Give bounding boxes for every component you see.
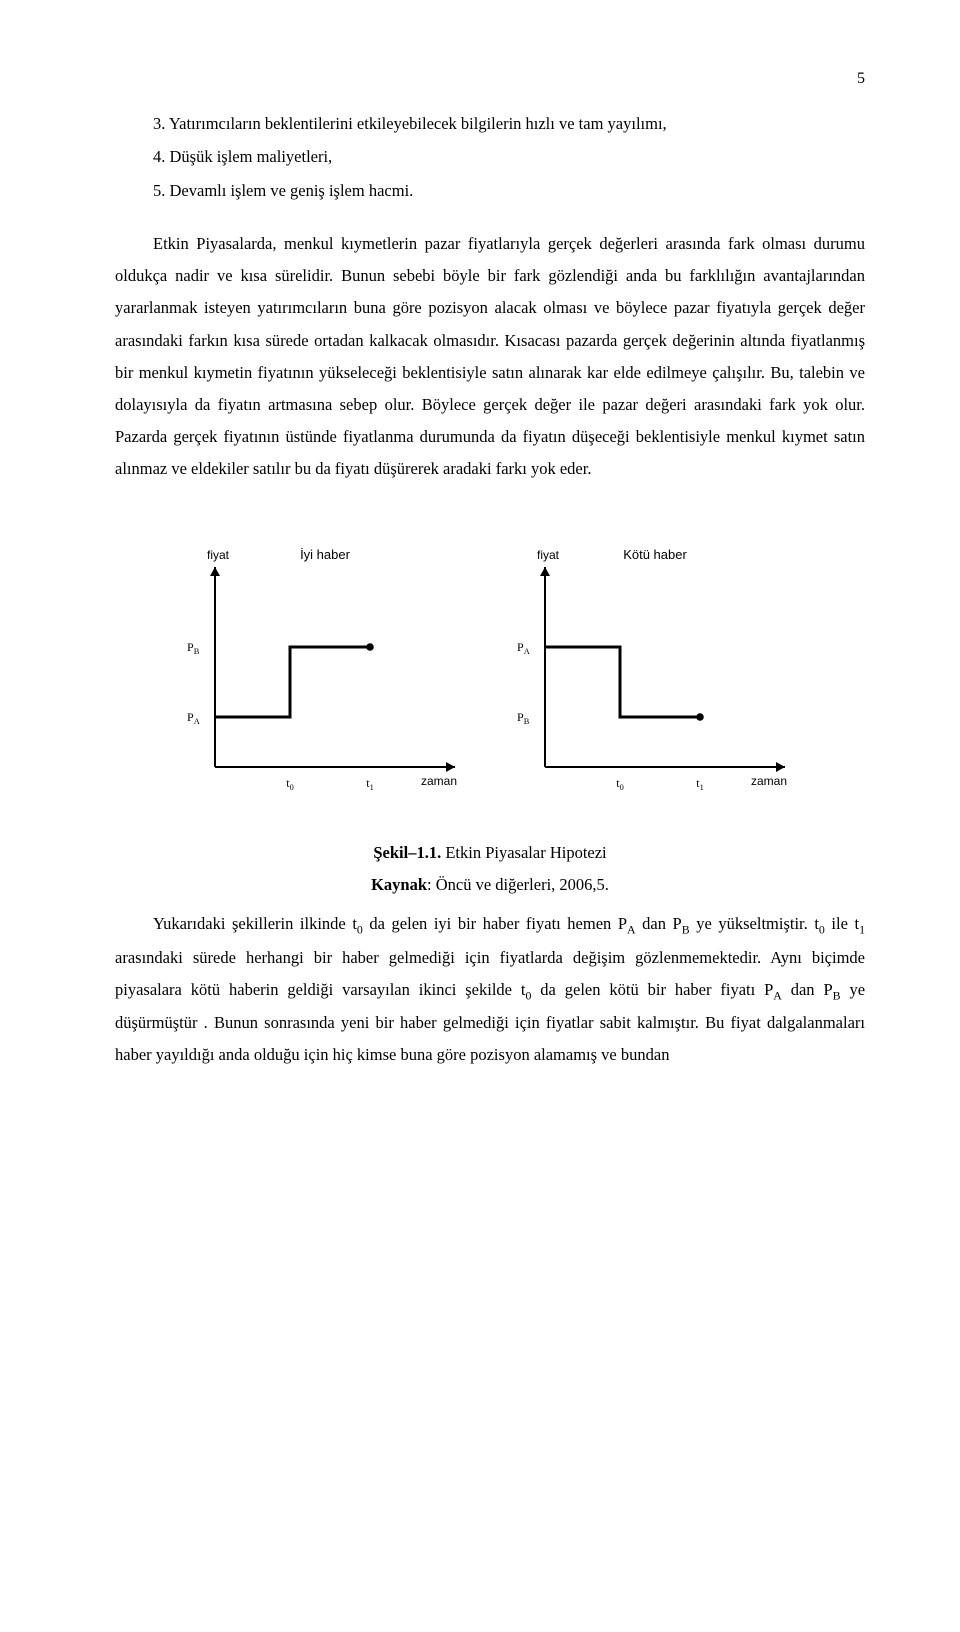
svg-text:Kötü haber: Kötü haber — [623, 547, 687, 562]
svg-text:PA: PA — [187, 710, 200, 726]
svg-text:t1: t1 — [366, 776, 374, 792]
svg-text:PB: PB — [517, 710, 530, 726]
svg-text:fiyat: fiyat — [537, 548, 560, 562]
charts-row: fiyat zaman İyi haber PB PA t0 t1 fiyat zaman Kö… — [115, 537, 865, 807]
paragraph-2: Yukarıdaki şekillerin ilkinde t0 da gele… — [115, 908, 865, 1071]
svg-text:zaman: zaman — [421, 774, 457, 788]
numbered-list: 3. Yatırımcıların beklentilerini etkiley… — [153, 108, 865, 206]
caption-fig-label: Şekil–1.1. — [373, 843, 441, 862]
list-item: 3. Yatırımcıların beklentilerini etkiley… — [153, 108, 865, 139]
svg-text:fiyat: fiyat — [207, 548, 230, 562]
figure-caption: Şekil–1.1. Etkin Piyasalar Hipotezi Kayn… — [115, 837, 865, 900]
chart-bad-news: fiyat zaman Kötü haber PA PB t0 t1 — [500, 537, 810, 807]
svg-text:PB: PB — [187, 640, 200, 656]
svg-text:t1: t1 — [696, 776, 704, 792]
list-item: 5. Devamlı işlem ve geniş işlem hacmi. — [153, 175, 865, 206]
caption-fig-title: Etkin Piyasalar Hipotezi — [441, 843, 606, 862]
svg-text:PA: PA — [517, 640, 530, 656]
caption-source-text: : Öncü ve diğerleri, 2006,5. — [427, 875, 609, 894]
svg-text:t0: t0 — [286, 776, 294, 792]
list-item: 4. Düşük işlem maliyetleri, — [153, 141, 865, 172]
paragraph-1: Etkin Piyasalarda, menkul kıymetlerin pa… — [115, 228, 865, 485]
chart-good-news: fiyat zaman İyi haber PB PA t0 t1 — [170, 537, 480, 807]
svg-text:İyi haber: İyi haber — [300, 547, 351, 562]
svg-text:t0: t0 — [616, 776, 624, 792]
caption-source-label: Kaynak — [371, 875, 427, 894]
page-number: 5 — [115, 70, 865, 88]
svg-text:zaman: zaman — [751, 774, 787, 788]
